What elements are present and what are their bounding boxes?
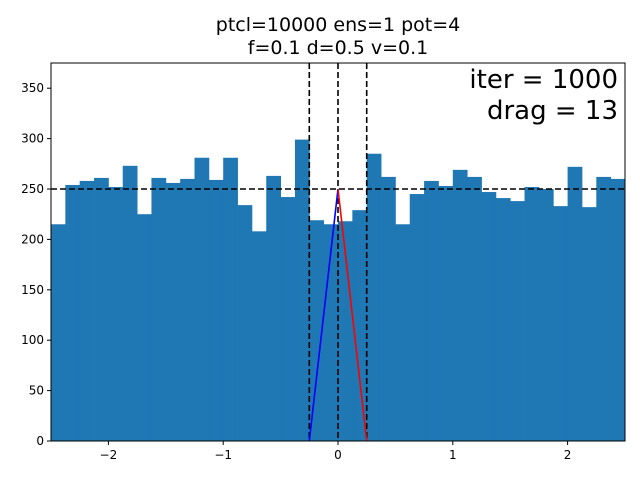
histogram-bar: [424, 180, 439, 441]
reference-lines: [51, 63, 625, 441]
histogram-bar: [294, 139, 310, 441]
x-tick-label: 2: [564, 448, 572, 462]
y-axis: 0 50 100 150 200 250 300 350: [21, 81, 51, 448]
annotation-drag: drag = 13: [487, 96, 618, 126]
y-tick-label: 350: [21, 81, 44, 95]
histogram-bars: [51, 139, 625, 441]
histogram-bar: [151, 177, 167, 441]
histogram-bar: [180, 178, 195, 441]
series-line: [308, 188, 339, 441]
histogram-bar: [596, 176, 612, 441]
histogram-bar: [223, 157, 238, 441]
histogram-bar: [137, 214, 152, 441]
x-tick-label: −1: [214, 448, 232, 462]
histogram-bar: [51, 224, 66, 441]
histogram-bar: [395, 224, 411, 441]
chart-title-line-2: f=0.1 d=0.5 v=0.1: [248, 37, 428, 59]
histogram-bar: [266, 175, 281, 441]
histogram-bar: [524, 186, 540, 441]
histogram-bar: [610, 178, 625, 441]
series-line: [337, 188, 368, 441]
histogram-bar: [108, 186, 124, 441]
x-tick-label: −2: [100, 448, 118, 462]
histogram-bar: [165, 182, 181, 441]
y-tick-label: 200: [21, 232, 44, 246]
histogram-bar: [409, 194, 425, 441]
histogram-bar: [381, 176, 396, 441]
histogram-bar: [452, 169, 468, 441]
histogram-bar: [208, 179, 224, 441]
x-axis: −2 −1 0 1 2: [100, 441, 572, 462]
y-tick-label: 100: [21, 333, 44, 347]
y-tick-label: 300: [21, 132, 44, 146]
histogram-bar: [251, 231, 267, 441]
histogram-bar: [338, 221, 353, 441]
histogram-bar: [553, 206, 568, 441]
histogram-bar: [280, 197, 296, 441]
histogram-bar: [495, 198, 511, 441]
histogram-bar: [309, 220, 325, 441]
series-lines: [308, 188, 368, 441]
x-tick-label: 0: [334, 448, 342, 462]
histogram-bar: [581, 207, 597, 441]
histogram-bar: [481, 192, 497, 441]
histogram-bar: [352, 210, 368, 441]
histogram-bar: [79, 180, 95, 441]
histogram-bar: [237, 205, 253, 441]
histogram-bar: [122, 165, 138, 441]
histogram-bar: [510, 201, 525, 441]
annotation-iter: iter = 1000: [469, 65, 618, 95]
chart-title-line-1: ptcl=10000 ens=1 pot=4: [216, 14, 460, 36]
histogram-bar: [65, 184, 81, 441]
histogram-bar: [567, 166, 583, 441]
y-tick-label: 50: [29, 384, 44, 398]
histogram-bar: [94, 177, 109, 441]
y-tick-label: 150: [21, 283, 44, 297]
histogram-bar: [366, 153, 382, 441]
x-tick-label: 1: [449, 448, 457, 462]
histogram-bar: [538, 189, 554, 441]
y-tick-label: 0: [36, 434, 44, 448]
y-tick-label: 250: [21, 182, 44, 196]
histogram-bar: [438, 185, 454, 441]
histogram-bar: [467, 176, 482, 441]
histogram-bar: [194, 157, 210, 441]
